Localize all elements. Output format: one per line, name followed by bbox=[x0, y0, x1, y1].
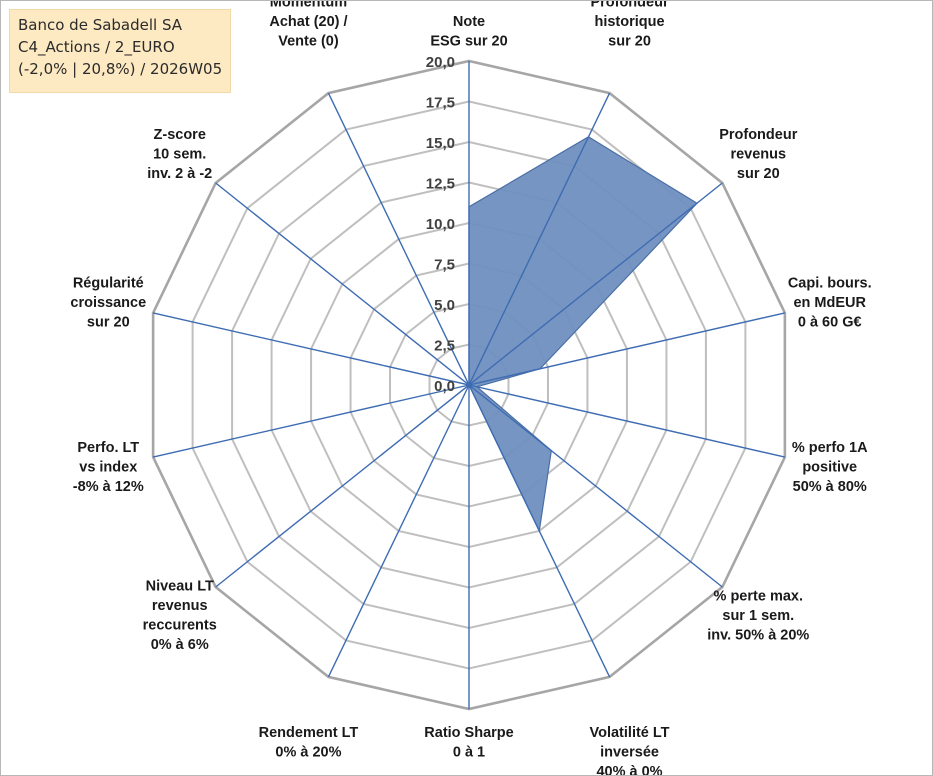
axis-spoke bbox=[468, 384, 786, 458]
category-label: Ratio Sharpe 0 à 1 bbox=[424, 725, 513, 761]
series-area bbox=[385, 136, 698, 533]
category-label: Régularité croissance sur 20 bbox=[70, 275, 146, 330]
axis-spoke bbox=[152, 384, 470, 458]
tick-label: 5,0 bbox=[434, 297, 455, 314]
category-label: Profondeur revenus sur 20 bbox=[719, 127, 797, 182]
header-line-2: C4_Actions / 2_EURO bbox=[18, 38, 175, 56]
tick-label: 2,5 bbox=[434, 338, 455, 355]
header-line-3: (-2,0% | 20,8%) / 2026W05 bbox=[18, 60, 223, 78]
axis-spoke bbox=[468, 384, 611, 678]
category-label: Note ESG sur 20 bbox=[430, 14, 507, 50]
tick-label: 20,0 bbox=[426, 54, 455, 71]
category-label: Profondeur historique sur 20 bbox=[590, 1, 668, 50]
category-label: Niveau LT revenus reccurents 0% à 6% bbox=[143, 579, 217, 654]
axis-spoke bbox=[468, 312, 786, 386]
tick-label: 0,0 bbox=[434, 378, 455, 395]
category-label: % perte max. sur 1 sem. inv. 50% à 20% bbox=[707, 588, 809, 643]
category-label: Momentum Achat (20) / Vente (0) bbox=[269, 1, 347, 50]
header-line-1: Banco de Sabadell SA bbox=[18, 16, 183, 34]
axis-spoke bbox=[152, 312, 470, 386]
axis-spoke bbox=[327, 92, 470, 386]
axis-spoke bbox=[468, 384, 723, 588]
axis-spoke bbox=[468, 182, 723, 386]
tick-label: 10,0 bbox=[426, 216, 455, 233]
category-label: Perfo. LT vs index -8% à 12% bbox=[73, 440, 144, 495]
tick-label: 7,5 bbox=[434, 257, 455, 274]
axis-spoke bbox=[215, 182, 470, 386]
axis-spoke bbox=[327, 384, 470, 678]
category-label: Capi. bours. en MdEUR 0 à 60 G€ bbox=[788, 275, 872, 330]
axis-spoke bbox=[468, 92, 611, 386]
category-label: Z-score 10 sem. inv. 2 à -2 bbox=[147, 127, 212, 182]
tick-label: 12,5 bbox=[426, 176, 455, 193]
category-label: Rendement LT 0% à 20% bbox=[259, 725, 359, 761]
tick-label: 15,0 bbox=[426, 135, 455, 152]
axis-spoke bbox=[215, 384, 470, 588]
chart-header: Banco de Sabadell SA C4_Actions / 2_EURO… bbox=[9, 9, 231, 93]
tick-label: 17,5 bbox=[426, 95, 455, 112]
category-label: Volatilité LT inversée 40% à 0% bbox=[590, 725, 670, 775]
category-label: % perfo 1A positive 50% à 80% bbox=[792, 440, 868, 495]
